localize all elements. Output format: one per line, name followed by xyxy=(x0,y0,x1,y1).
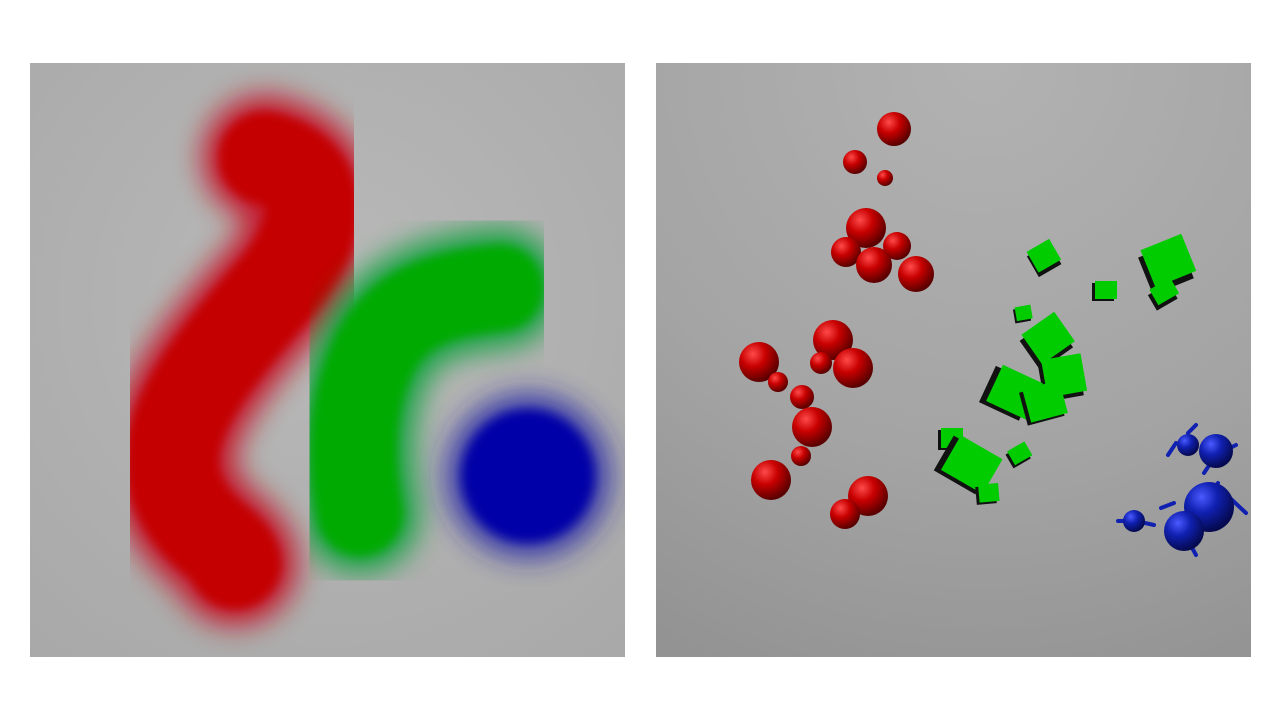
rendered-scene-image xyxy=(656,63,1251,657)
red-stroke xyxy=(109,95,375,626)
blue-disc xyxy=(446,394,610,558)
rendered-scene-panel xyxy=(656,63,1251,657)
green-cubes xyxy=(933,233,1197,505)
blurred-density-image xyxy=(30,63,625,657)
red-spheres xyxy=(739,112,934,529)
green-stroke xyxy=(293,228,560,573)
blue-shapes xyxy=(1116,423,1248,557)
blurred-density-panel xyxy=(30,63,625,657)
